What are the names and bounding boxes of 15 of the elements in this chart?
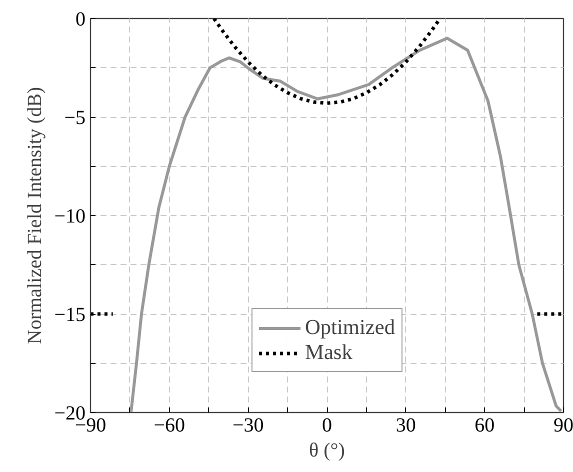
y-tick-label: −5 <box>64 107 86 129</box>
line-series <box>129 36 563 412</box>
x-tick-label: −60 <box>154 414 185 436</box>
x-tick-label: 90 <box>554 414 573 436</box>
x-tick-label: −30 <box>232 414 264 436</box>
y-tick-label: −15 <box>54 304 86 326</box>
x-tick-label: 0 <box>322 414 332 436</box>
x-tick-label: 30 <box>396 414 416 436</box>
y-axis-title: Normalized Field Intensity (dB) <box>24 86 46 344</box>
x-axis-title: θ (°) <box>309 440 345 462</box>
y-tick-label: −10 <box>54 206 86 228</box>
y-tick-label: 0 <box>76 8 86 30</box>
legend-label: Optimized <box>304 315 396 340</box>
legend-label: Mask <box>304 340 352 365</box>
x-tick-label: 60 <box>474 414 495 436</box>
